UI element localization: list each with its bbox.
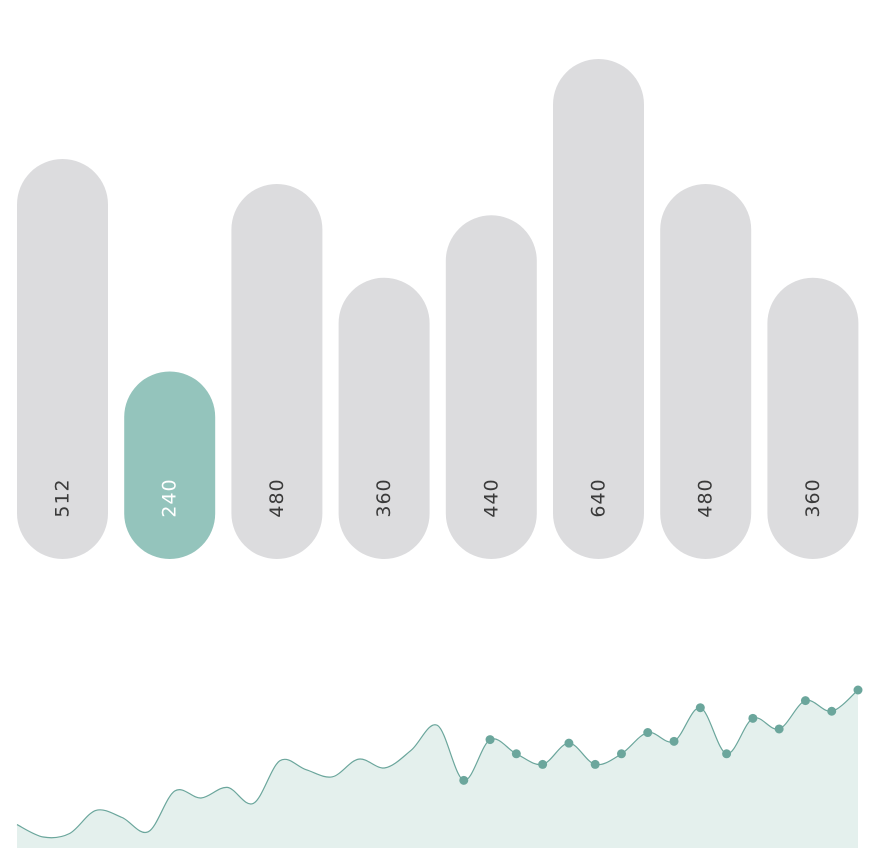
data-point-marker[interactable] (748, 713, 758, 723)
data-point-marker[interactable] (800, 696, 810, 706)
data-point-marker[interactable] (511, 749, 521, 759)
bar-pill (231, 184, 323, 559)
data-point-marker[interactable] (564, 738, 574, 748)
data-point-marker[interactable] (643, 728, 653, 738)
bar-value-label: 240 (159, 478, 181, 517)
bar-6[interactable]: 640 (553, 59, 644, 559)
bar-pill (124, 371, 216, 559)
bar-value-label: 480 (266, 478, 288, 517)
data-point-marker[interactable] (722, 749, 732, 759)
bar-1[interactable]: 512 (17, 159, 108, 559)
data-point-marker[interactable] (695, 703, 705, 713)
data-point-marker[interactable] (616, 749, 626, 759)
data-point-marker[interactable] (590, 759, 600, 769)
area-chart (16, 685, 863, 848)
bar-5[interactable]: 440 (445, 215, 537, 559)
area-fill (17, 690, 858, 848)
data-point-marker[interactable] (827, 706, 837, 716)
bar-pill (660, 184, 752, 559)
data-point-marker[interactable] (853, 685, 863, 695)
bar-7[interactable]: 480 (660, 184, 752, 559)
bar-pill (338, 277, 430, 559)
bar-8[interactable]: 360 (767, 277, 859, 559)
bar-value-label: 360 (802, 478, 824, 517)
bar-value-label: 640 (588, 478, 610, 517)
data-point-marker[interactable] (538, 759, 548, 769)
bar-pill (767, 277, 859, 559)
data-point-marker[interactable] (669, 736, 679, 746)
bar-3[interactable]: 480 (231, 184, 323, 559)
data-point-marker[interactable] (485, 735, 495, 745)
bar-chart: 512 240 480 360 440 640 480 360 (17, 59, 859, 560)
bar-pill (553, 59, 644, 559)
bar-value-label: 480 (695, 478, 717, 517)
bar-pill (445, 215, 537, 559)
bar-2[interactable]: 240 (124, 371, 216, 560)
bar-pill (17, 159, 108, 559)
area-line (16, 689, 859, 839)
data-point-marker[interactable] (774, 724, 784, 734)
data-point-marker[interactable] (459, 775, 469, 785)
bar-4[interactable]: 360 (338, 277, 430, 559)
bar-value-label: 360 (373, 478, 395, 517)
bar-value-label: 440 (480, 478, 502, 517)
bar-value-label: 512 (52, 478, 74, 517)
